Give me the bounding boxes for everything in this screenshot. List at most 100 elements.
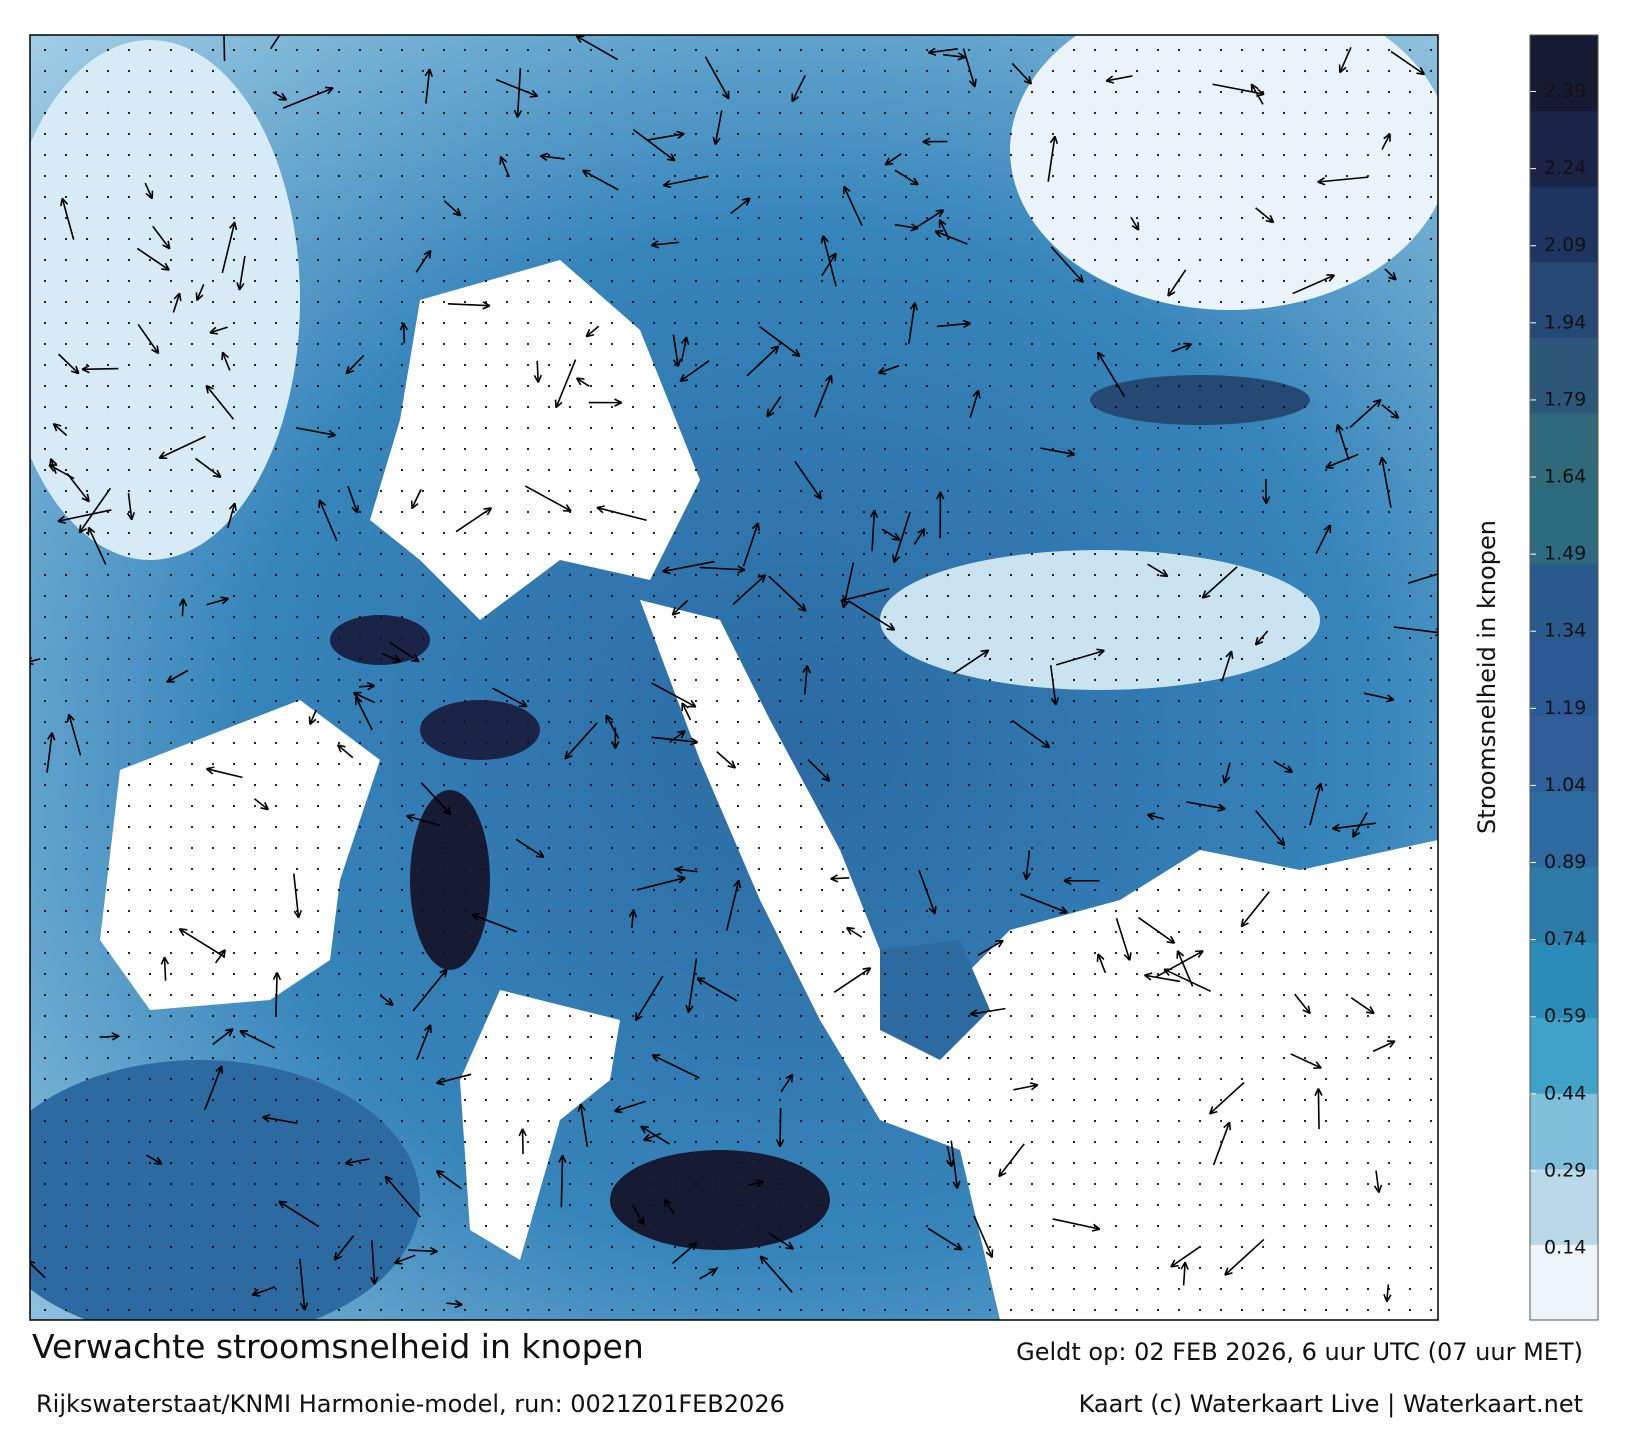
grid-dot [694,1098,698,1102]
grid-dot [988,1203,992,1207]
grid-dot [1009,573,1013,577]
arrow [759,325,801,357]
grid-dot [694,594,698,598]
grid-dot [715,1014,719,1018]
grid-dot [337,594,341,598]
grid-dot [631,111,635,115]
arrow [1332,822,1376,830]
grid-dot [799,993,803,997]
grid-dot [1072,993,1076,997]
grid-dot [1177,1035,1181,1039]
grid-dot [967,615,971,619]
grid-dot [274,447,278,451]
grid-dot [883,888,887,892]
grid-dot [1177,720,1181,724]
grid-dot [1219,573,1223,577]
grid-dot [1093,783,1097,787]
grid-dot [925,825,929,829]
grid-dot [1408,825,1412,829]
grid-dot [1282,174,1286,178]
grid-dot [1261,1266,1265,1270]
grid-dot [1177,1056,1181,1060]
grid-dot [505,1245,509,1249]
grid-dot [1429,804,1433,808]
grid-dot [589,993,593,997]
grid-dot [1261,888,1265,892]
grid-dot [778,783,782,787]
grid-dot [904,636,908,640]
arrow-head [611,741,620,749]
grid-dot [484,825,488,829]
grid-dot [1219,489,1223,493]
grid-dot [1282,762,1286,766]
arrow [272,91,287,101]
grid-dot [925,447,929,451]
grid-dot [127,993,131,997]
grid-dot [883,846,887,850]
arrow-head [820,235,829,244]
grid-dot [316,846,320,850]
grid-dot [1408,405,1412,409]
grid-dot [1093,1182,1097,1186]
arrow [1339,46,1352,73]
grid-dot [1156,1308,1160,1312]
arrow [536,360,540,383]
grid-dot [1240,258,1244,262]
grid-dot [1009,426,1013,430]
grid-dot [1072,594,1076,598]
grid-dot [631,1140,635,1144]
grid-dot [1282,1182,1286,1186]
grid-dot [526,489,530,493]
grid-dot [1324,111,1328,115]
grid-dot [589,1035,593,1039]
grid-dot [463,657,467,661]
grid-dot [169,1077,173,1081]
grid-dot [379,90,383,94]
grid-dot [988,1014,992,1018]
tick-label: 1.19 [1544,697,1586,719]
grid-dot [568,90,572,94]
arrow [634,975,664,1021]
grid-dot [274,195,278,199]
grid-dot [1219,1077,1223,1081]
grid-dot [1135,132,1139,136]
arrow-head [278,92,288,101]
grid-dot [778,1035,782,1039]
grid-dot [1408,720,1412,724]
grid-dot [715,258,719,262]
grid-dot [1408,1119,1412,1123]
grid-dot [841,468,845,472]
grid-dot [316,888,320,892]
grid-dot [568,111,572,115]
grid-dot [883,258,887,262]
grid-dot [652,867,656,871]
grid-dot [967,594,971,598]
grid-dot [1051,258,1055,262]
grid-dot [1009,69,1013,73]
grid-dot [1156,174,1160,178]
grid-dot [547,594,551,598]
grid-dot [925,699,929,703]
grid-dot [526,825,530,829]
grid-dot [1009,951,1013,955]
grid-dot [1114,594,1118,598]
arrow [66,472,90,503]
grid-dot [295,678,299,682]
grid-dot [589,930,593,934]
grid-dot [1219,321,1223,325]
grid-dot [463,720,467,724]
grid-dot [1429,993,1433,997]
grid-dot [652,1266,656,1270]
grid-dot [1114,573,1118,577]
grid-dot [673,657,677,661]
grid-dot [589,384,593,388]
grid-dot [148,531,152,535]
grid-dot [1072,426,1076,430]
grid-dot [1282,342,1286,346]
grid-dot [232,699,236,703]
grid-dot [1051,867,1055,871]
grid-dot [778,405,782,409]
grid-dot [337,384,341,388]
grid-dot [337,279,341,283]
grid-dot [400,153,404,157]
